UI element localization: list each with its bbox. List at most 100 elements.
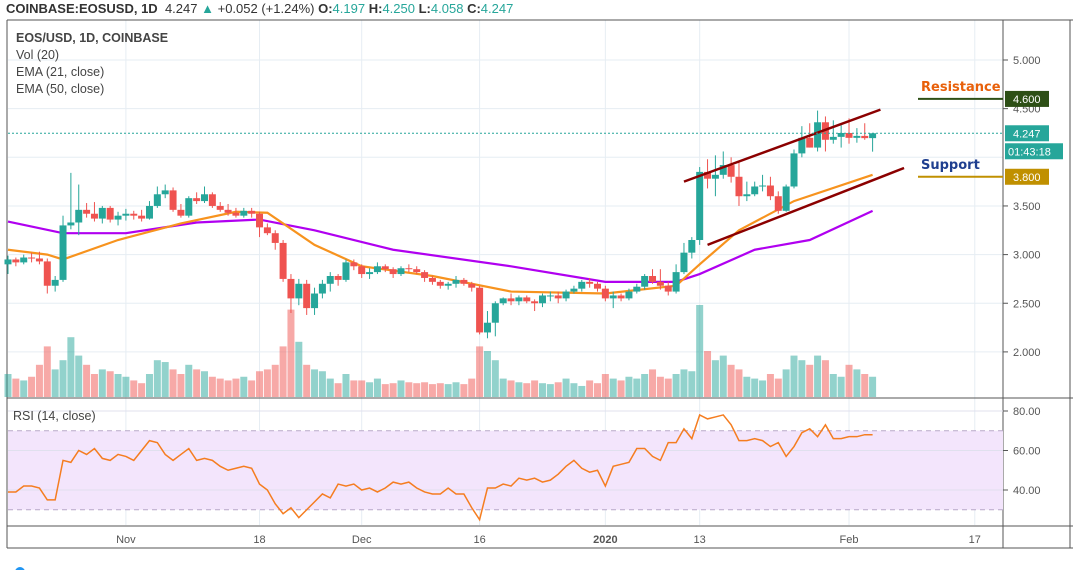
volume-bar [641, 374, 649, 397]
candle-body [829, 136, 837, 140]
volume-bar [460, 384, 468, 397]
ema50-line [7, 209, 874, 283]
candle-body [413, 269, 421, 273]
candle-body [861, 135, 869, 139]
close-value: 4.247 [480, 1, 514, 16]
volume-bar [358, 380, 366, 397]
candle-body [649, 276, 657, 282]
volume-bar [523, 383, 531, 397]
candle-body [75, 209, 83, 223]
candle-body [232, 212, 240, 216]
countdown-text: 01:43:18 [1008, 146, 1051, 158]
candle-body [389, 269, 397, 275]
time-label: 18 [253, 534, 265, 546]
candle-body [256, 213, 264, 228]
volume-bar [782, 369, 790, 397]
volume-bar [837, 376, 845, 397]
volume-bar [381, 384, 389, 397]
volume-bar [546, 384, 554, 397]
volume-bar [35, 364, 43, 397]
candle-body [43, 261, 51, 286]
legend-ema21[interactable]: EMA (21, close) [16, 65, 105, 79]
time-label: 16 [473, 534, 485, 546]
candle-body [177, 209, 185, 216]
volume-bar [483, 351, 491, 397]
candle-body [594, 283, 601, 289]
candle-body [366, 272, 374, 275]
candle-body [790, 153, 798, 187]
candle-body [114, 215, 122, 220]
low-value: 4.058 [430, 1, 464, 16]
volume-bar [90, 374, 98, 397]
up-arrow-icon: ▲ [201, 1, 214, 16]
volume-bar [538, 383, 546, 397]
candle-body [656, 281, 664, 286]
price-tick-label: 2.500 [1013, 298, 1041, 310]
legend-ema50[interactable]: EMA (50, close) [16, 82, 105, 96]
candle-body [67, 222, 75, 226]
candle-body [28, 257, 36, 259]
last-price-tag [1005, 125, 1049, 142]
volume-bar [67, 337, 75, 397]
volume-bar [185, 364, 193, 397]
support-price-tag [1005, 168, 1049, 185]
candle-body [381, 266, 389, 270]
high-label: H: [368, 1, 383, 16]
volume-bar [303, 364, 311, 397]
volume-bar [287, 309, 295, 397]
legend-volume[interactable]: Vol (20) [16, 48, 60, 62]
candle-body [586, 281, 594, 284]
candle-body [436, 281, 444, 286]
candle-body [609, 295, 617, 299]
time-label: 2020 [593, 534, 617, 546]
resistance-price-tag [1005, 90, 1049, 107]
candle-body [51, 279, 59, 286]
candle-body [263, 227, 271, 234]
legend-title[interactable]: EOS/USD, 1D, COINBASE [16, 31, 169, 45]
volume-bar [295, 341, 303, 397]
candle-body [421, 272, 429, 278]
candle-body [499, 298, 507, 304]
volume-bar [499, 378, 507, 397]
candle-body [680, 252, 688, 273]
candle-body [334, 276, 342, 280]
volume-bar [248, 380, 256, 397]
rsi-line [8, 413, 873, 522]
candle-body [59, 225, 67, 280]
candle-body [83, 209, 91, 214]
candle-body [625, 291, 633, 299]
last-price-tag-text: 4.247 [1013, 128, 1041, 140]
volume-bar [531, 380, 539, 397]
volume-bar [421, 382, 429, 397]
volume-bar [751, 378, 759, 397]
volume-bar [735, 369, 743, 397]
candle-body [279, 242, 287, 279]
volume-bar [436, 383, 444, 397]
volume-bar [829, 374, 837, 397]
volume-bar [821, 360, 829, 397]
rsi-tick-label: 60.00 [1013, 446, 1041, 458]
volume-bar [106, 371, 114, 397]
volume-bar [680, 369, 688, 397]
candle-body [193, 198, 201, 202]
candle-body [538, 295, 546, 304]
volume-bar [578, 385, 586, 397]
volume-bar [201, 371, 208, 397]
candle-body [468, 283, 476, 288]
candle-body [153, 194, 161, 206]
candle-body [271, 233, 279, 243]
volume-bar [586, 380, 594, 397]
volume-bar [672, 374, 680, 397]
volume-bar [766, 374, 774, 397]
volume-bar [326, 378, 334, 397]
candle-body [711, 174, 719, 179]
volume-bar [279, 346, 287, 397]
candle-body [719, 165, 727, 175]
volume-bar [743, 376, 751, 397]
volume-bar [845, 364, 853, 397]
open-value: 4.197 [332, 1, 366, 16]
candle-body [743, 194, 751, 197]
candle-body [169, 190, 177, 210]
legend-rsi[interactable]: RSI (14, close) [13, 409, 96, 423]
